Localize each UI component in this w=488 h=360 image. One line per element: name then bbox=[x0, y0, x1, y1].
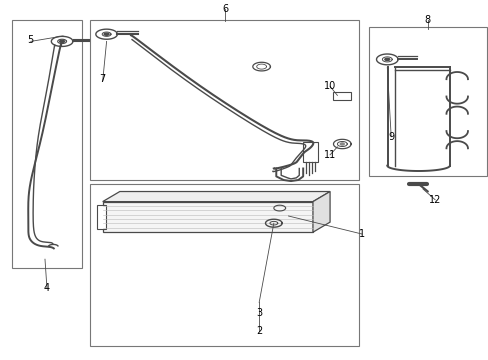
Text: 12: 12 bbox=[428, 195, 441, 205]
Bar bbox=[102, 202, 312, 232]
Bar bbox=[12, 20, 82, 268]
Text: 11: 11 bbox=[323, 150, 336, 160]
Text: 2: 2 bbox=[256, 326, 262, 336]
Text: 8: 8 bbox=[424, 15, 430, 25]
Text: 10: 10 bbox=[323, 81, 336, 91]
Polygon shape bbox=[340, 143, 344, 145]
Text: 7: 7 bbox=[100, 74, 105, 84]
Text: 1: 1 bbox=[358, 229, 364, 239]
Polygon shape bbox=[60, 40, 64, 42]
Bar bbox=[90, 184, 359, 346]
Bar bbox=[368, 27, 486, 176]
Text: 9: 9 bbox=[387, 132, 393, 142]
Text: 6: 6 bbox=[222, 4, 227, 14]
Polygon shape bbox=[312, 192, 329, 232]
Polygon shape bbox=[384, 58, 389, 60]
Bar bbox=[333, 92, 350, 100]
Polygon shape bbox=[102, 192, 329, 202]
Text: 4: 4 bbox=[44, 283, 50, 293]
Bar bbox=[90, 20, 359, 180]
Text: 5: 5 bbox=[28, 35, 34, 45]
Text: 3: 3 bbox=[256, 308, 262, 318]
Polygon shape bbox=[104, 33, 109, 35]
Bar bbox=[97, 205, 105, 229]
Bar bbox=[303, 142, 317, 162]
